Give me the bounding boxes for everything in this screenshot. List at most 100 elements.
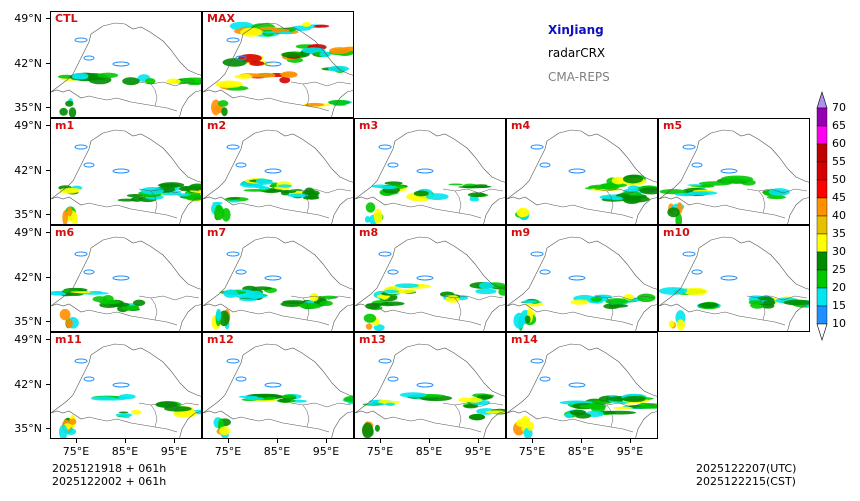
colorbar-tick-label: 45 [832,191,846,204]
lon-tick [125,439,126,443]
province-border [746,295,808,321]
colorbar-extend-min [816,323,828,342]
radar-map [507,129,657,224]
lat-tick-label: 49°N [14,12,42,25]
lake-outline [387,269,399,275]
echo-cell [590,296,603,302]
country-border [355,236,505,331]
radar-map [203,129,353,224]
lake-outline [235,376,247,382]
echo-cell [467,192,487,198]
lat-tick-label: 49°N [14,226,42,239]
lat-tick [46,277,50,278]
colorbar-tick-label: 15 [832,299,846,312]
panel-m6: m6 [50,225,202,332]
echo-cell [281,394,297,399]
echo-cell [305,102,324,107]
lat-tick [46,63,50,64]
echo-cell [519,207,530,217]
echo-cell [280,71,298,78]
radar-map [659,236,809,331]
echo-cell [699,184,715,188]
echo-cell [328,99,351,106]
colorbar-tick-label: 70 [832,101,846,114]
footer-init-times: 2025121918 + 061h 2025122002 + 061h [52,462,166,488]
echo-cell [188,183,201,191]
echo-cell [59,107,68,116]
echo-cell [766,195,787,200]
colorbar-segment [816,305,828,325]
colorbar-tick-label: 35 [832,227,846,240]
lake-outline [83,55,95,61]
panel-label: m10 [663,226,690,239]
echo-cell [59,424,68,438]
panel-m12: m12 [202,332,354,439]
echo-cell [304,187,315,196]
echo-cell [319,300,333,306]
lake-outline [530,144,544,150]
colorbar-tick-label: 10 [832,317,846,330]
panel-max: MAX [202,11,354,118]
footer-init-2: 2025122002 + 061h [52,475,167,488]
lake-outline [226,37,240,43]
echo-cell [659,287,688,295]
echo-cell [255,178,268,184]
echo-cell [515,419,528,428]
country-border [355,129,505,224]
country-border [507,236,657,331]
lake-outline [720,275,738,281]
province-border [138,81,200,107]
echo-cell [259,26,278,31]
echo-cell [115,413,133,417]
colorbar-segment [816,287,828,307]
province-border [442,402,504,428]
lake-outline [568,168,586,174]
echo-cell [234,74,253,79]
echo-cell [254,185,266,189]
country-border [659,236,809,331]
lat-tick [46,321,50,322]
lake-outline [264,382,282,388]
lon-tick [228,439,229,443]
lake-outline [539,269,551,275]
echo-cell [757,296,771,300]
echo-cell [118,411,129,414]
echo-cell [121,305,139,311]
echo-cell [214,205,225,221]
province-border [442,188,504,214]
lon-tick-label: 75°E [62,445,90,458]
echo-cell [601,410,637,415]
panel-label: m4 [511,119,531,132]
footer-valid-times: 2025122207(UTC) 2025122215(CST) [696,462,796,488]
echo-cell [466,397,483,403]
echo-cell [307,195,320,200]
echo-cell [394,283,419,289]
echo-cell [783,299,809,306]
lake-outline [74,144,88,150]
lat-tick-label: 49°N [14,119,42,132]
echo-cell [475,288,497,295]
panel-label: CTL [55,12,78,25]
lon-tick-label: 95°E [312,445,340,458]
province-border [442,295,504,321]
echo-cell [687,184,704,187]
panel-label: m2 [207,119,227,132]
echo-cell [361,422,374,438]
echo-cell [588,184,618,190]
echo-cell [521,300,538,304]
echo-cell [166,78,181,85]
lake-outline [74,251,88,257]
echo-cell [564,412,573,419]
echo-cell [748,300,763,305]
lat-tick [46,107,50,108]
colorbar-tick-label: 40 [832,209,846,222]
colorbar-segment [816,197,828,217]
echo-cell [131,409,142,415]
echo-cell [688,191,718,196]
colorbar-segment [816,179,828,199]
footer-valid-utc: 2025122207(UTC) [696,462,797,475]
panel-m2: m2 [202,118,354,225]
lake-outline [235,162,247,168]
radar-map [355,129,505,224]
colorbar-extend-max [816,90,828,109]
